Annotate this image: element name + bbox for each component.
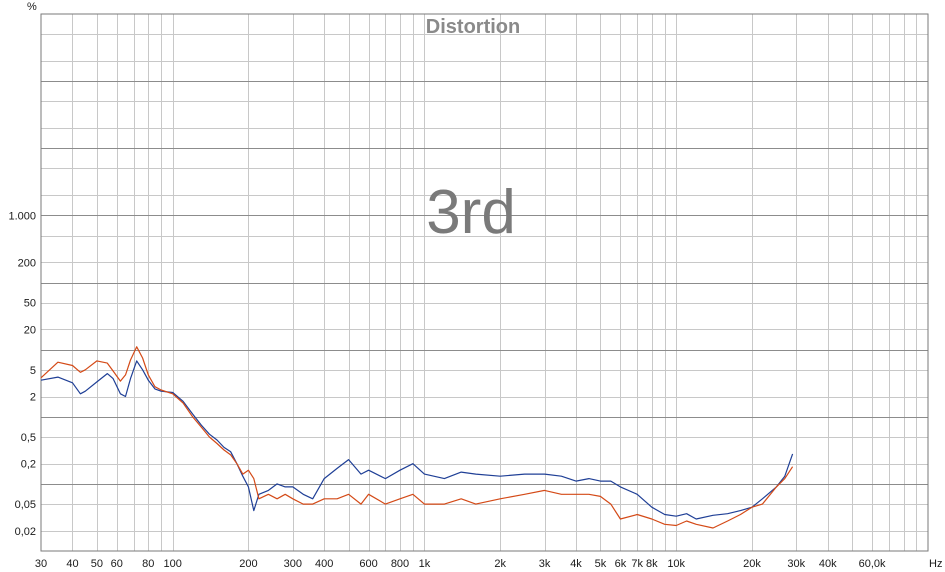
x-tick-label: 30k (787, 558, 805, 570)
x-tick-label: 6k (615, 558, 627, 570)
x-tick-label: 600 (359, 558, 377, 570)
x-unit-label: Hz (929, 558, 942, 570)
x-tick-label: 80 (142, 558, 154, 570)
x-tick-label: 7k (631, 558, 643, 570)
x-tick-label: 800 (391, 558, 409, 570)
x-tick-label: 300 (284, 558, 302, 570)
y-tick-label: 200 (18, 257, 36, 269)
y-tick-label: 0,02 (15, 526, 36, 538)
x-tick-label: 20k (743, 558, 761, 570)
y-tick-label: 20 (24, 324, 36, 336)
y-unit-label: % (27, 1, 37, 13)
x-tick-label: 200 (239, 558, 257, 570)
y-tick-label: 5 (30, 365, 36, 377)
x-tick-labels: 30 40 50 60 80 100 200 300 400 600 800 1k 2k 3k 4k 5k 6k… (35, 558, 886, 570)
x-tick-label: 30 (35, 558, 47, 570)
x-tick-label: 8k (646, 558, 658, 570)
plot-frame (40, 13, 929, 552)
y-tick-label: 0,2 (21, 459, 36, 471)
x-tick-label: 1k (419, 558, 431, 570)
y-tick-label: 1.000 (8, 210, 36, 222)
y-tick-label: 2 (30, 392, 36, 404)
series-line-1 (40, 360, 794, 520)
series-line-2 (40, 346, 794, 529)
x-tick-label: 60,0k (859, 558, 886, 570)
x-tick-label: 3k (539, 558, 551, 570)
y-tick-label: 50 (24, 298, 36, 310)
x-tick-label: 40k (819, 558, 837, 570)
x-tick-label: 2k (494, 558, 506, 570)
x-tick-label: 40 (66, 558, 78, 570)
chart-title: Distortion (426, 16, 520, 38)
major-grid (41, 81, 928, 485)
series-layer (40, 346, 794, 529)
y-tick-labels: 0,02 0,05 0,2 0,5 2 5 20 50 200 1.000 (8, 210, 36, 537)
harmonic-annotation: 3rd (426, 178, 516, 247)
x-tick-label: 400 (315, 558, 333, 570)
y-tick-label: 0,5 (21, 432, 36, 444)
x-tick-label: 5k (595, 558, 607, 570)
x-tick-label: 60 (111, 558, 123, 570)
x-tick-label: 100 (164, 558, 182, 570)
x-tick-label: 50 (91, 558, 103, 570)
x-tick-label: 4k (570, 558, 582, 570)
y-tick-label: 0,05 (15, 499, 36, 511)
x-tick-label: 10k (667, 558, 685, 570)
